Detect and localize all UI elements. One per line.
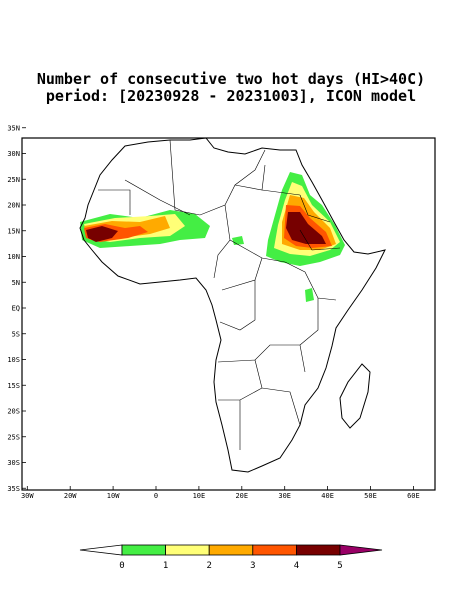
lon-tick-label: 30W bbox=[21, 492, 34, 500]
lat-tick-label: 5S bbox=[12, 330, 20, 338]
hot-day-patches bbox=[80, 172, 345, 302]
colorbar-segment bbox=[165, 544, 210, 556]
lon-tick-label: 0 bbox=[154, 492, 158, 500]
lat-tick-label: 20N bbox=[7, 202, 20, 210]
lon-tick-label: 10E bbox=[193, 492, 206, 500]
colorbar-segment bbox=[121, 544, 166, 556]
map-frame bbox=[21, 137, 436, 491]
lat-tick-label: 15S bbox=[7, 382, 20, 390]
patch bbox=[305, 288, 314, 302]
patch bbox=[286, 212, 326, 244]
lon-tick-label: 30E bbox=[278, 492, 291, 500]
colorbar-max-arrow bbox=[339, 544, 383, 556]
patch bbox=[232, 236, 244, 245]
map-subtitle: period: [20230928 - 20231003], ICON mode… bbox=[46, 87, 416, 105]
lat-tick-label: 10S bbox=[7, 356, 20, 364]
lat-tick-label: 35N bbox=[7, 124, 20, 132]
lat-tick-label: 15N bbox=[7, 227, 20, 235]
colorbar-label: 2 bbox=[206, 561, 211, 571]
lat-tick-label: 30S bbox=[7, 459, 20, 467]
country-borders bbox=[98, 139, 341, 450]
patch bbox=[86, 226, 118, 242]
lat-tick-label: 25S bbox=[7, 433, 20, 441]
colorbar-segment bbox=[252, 544, 297, 556]
colorbar-min-arrow bbox=[79, 544, 123, 556]
colorbar-label: 5 bbox=[337, 561, 342, 571]
colorbar-segment bbox=[295, 544, 341, 556]
colorbar-segment bbox=[208, 544, 254, 556]
colorbar-label: 0 bbox=[119, 561, 124, 571]
lat-tick-label: 10N bbox=[7, 253, 20, 261]
lon-tick-label: 20E bbox=[235, 492, 248, 500]
lat-tick-label: 25N bbox=[7, 176, 20, 184]
lon-tick-label: 10W bbox=[107, 492, 120, 500]
africa-coastline bbox=[79, 138, 386, 473]
lon-tick-label: 40E bbox=[321, 492, 334, 500]
lon-tick-label: 20W bbox=[64, 492, 77, 500]
colorbar-label: 1 bbox=[163, 561, 168, 571]
lat-tick-label: EQ bbox=[12, 305, 20, 313]
lat-tick-label: 30N bbox=[7, 150, 20, 158]
lat-tick-label: 35S bbox=[7, 485, 20, 493]
colorbar-label: 3 bbox=[250, 561, 255, 571]
colorbar-label: 4 bbox=[294, 561, 299, 571]
lat-tick-label: 20S bbox=[7, 408, 20, 416]
lat-tick-label: 5N bbox=[12, 279, 20, 287]
map-title: Number of consecutive two hot days (HI>4… bbox=[37, 70, 425, 88]
lon-tick-label: 50E bbox=[364, 492, 377, 500]
madagascar bbox=[339, 363, 371, 429]
lon-tick-label: 60E bbox=[407, 492, 420, 500]
map-area bbox=[79, 138, 386, 473]
